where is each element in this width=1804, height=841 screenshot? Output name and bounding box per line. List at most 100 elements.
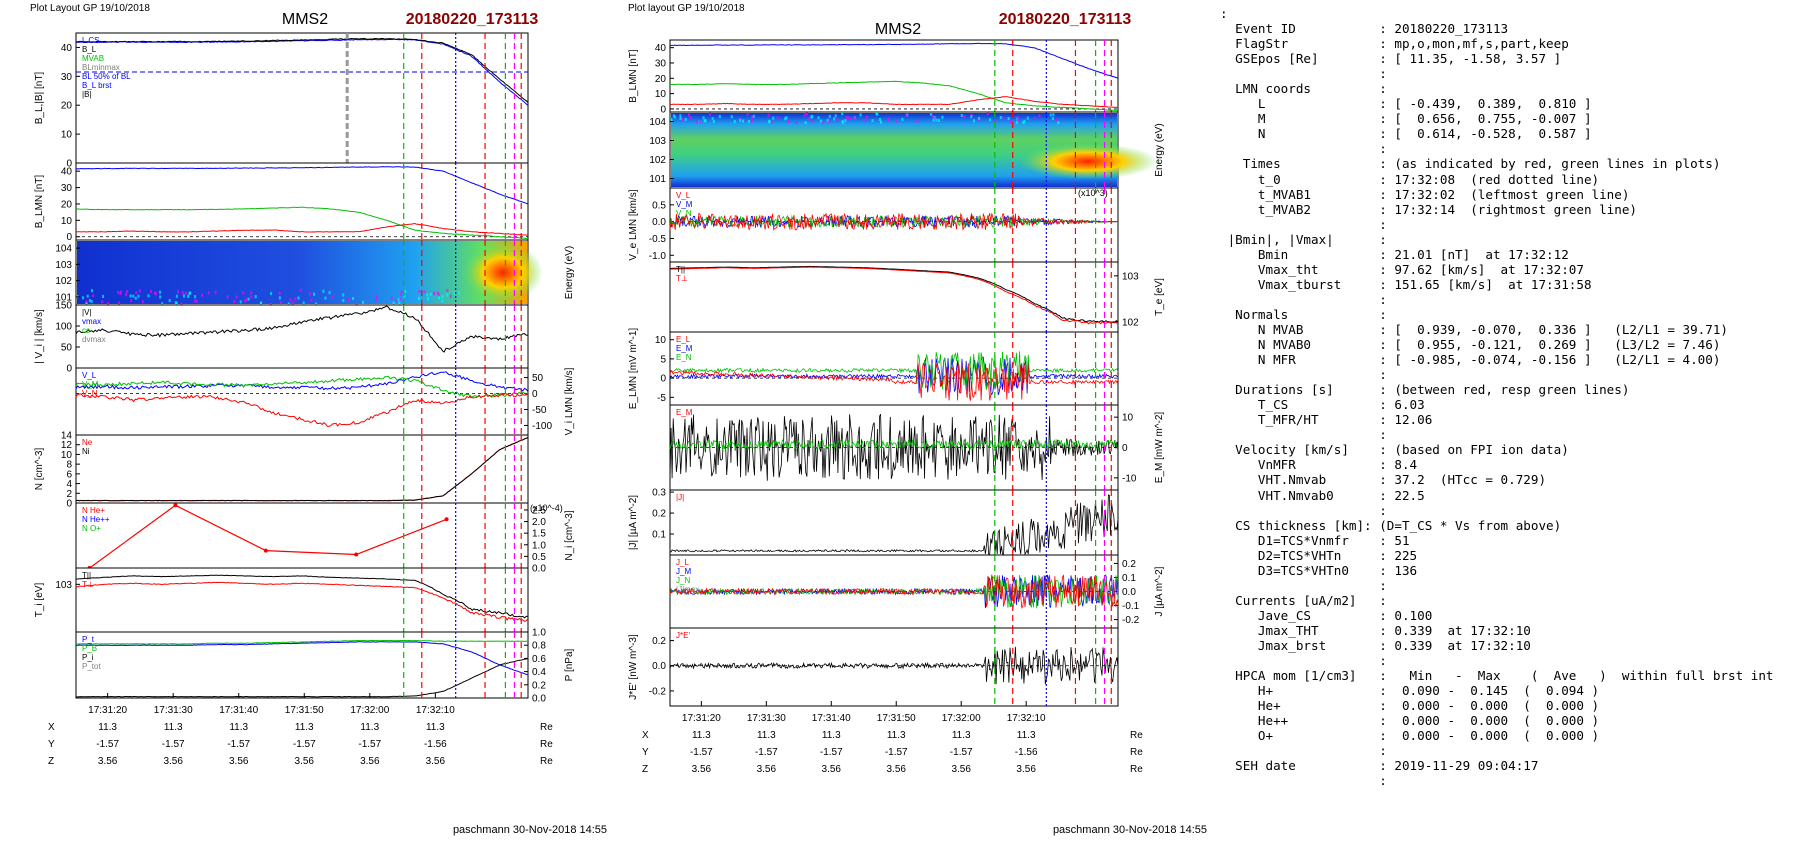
middle-pos-unit: Re <box>1130 747 1143 758</box>
middle-panel-2-speckle <box>702 116 705 120</box>
middle-panel-2-speckle <box>681 118 684 121</box>
middle-layout-label: Plot layout GP 19/10/2018 <box>628 3 745 14</box>
left-panel-7-marker <box>173 503 178 508</box>
left-panel-3-speckle <box>302 301 305 305</box>
left-panel-3-speckle <box>437 292 440 296</box>
left-panel-4-legend-item: dvmax <box>82 335 106 344</box>
middle-panel-2-speckle <box>876 112 879 116</box>
left-pos-unit: Re <box>540 739 553 750</box>
left-panel-3-speckle <box>324 296 327 300</box>
middle-pos-value: -1.57 <box>950 747 973 758</box>
left-panel-3-spectrogram <box>77 241 527 304</box>
middle-panel-2-speckle <box>785 116 788 120</box>
left-panel-3-speckle <box>155 292 158 296</box>
left-panel-6-legend-item: Ni <box>82 447 90 456</box>
middle-panel-5-trace-0 <box>669 356 1119 396</box>
left-panel-2-series-2 <box>75 222 529 236</box>
middle-pos-name: Y <box>642 747 649 758</box>
middle-panel-2-speckle <box>688 113 690 117</box>
left-panel-3-speckle <box>287 302 290 306</box>
middle-panel-2-speckle <box>751 115 753 119</box>
left-panel-6-legend-item: Ne <box>82 438 93 447</box>
left-panel-9-series-0 <box>75 641 529 676</box>
middle-panel-3-legend-item: V_L <box>676 191 691 200</box>
middle-panel-2-speckle <box>709 112 711 116</box>
middle-panel-2-speckle <box>828 114 831 118</box>
middle-panel-7-ytick-label: 0.3 <box>652 488 666 499</box>
left-panel-3-speckle <box>294 297 297 301</box>
left-panel-3-speckle <box>117 290 120 294</box>
left-panel-3-speckle <box>226 295 229 299</box>
middle-panel-6-ytick-label: 10 <box>1122 413 1134 424</box>
middle-panel-3-ytick-label: 0.0 <box>652 217 666 228</box>
left-panel-7-ytick-label: 2.5 <box>532 505 546 516</box>
left-panel-3-speckle <box>177 290 179 294</box>
left-panel-6-ytick-label: 12 <box>61 440 73 451</box>
left-panel-3-speckle <box>299 288 302 292</box>
left-panel-3-hot-region <box>463 242 543 303</box>
middle-pos-value: 3.56 <box>692 764 712 775</box>
middle-panel-2-speckle <box>730 115 733 119</box>
middle-panel-2-speckle <box>828 119 831 123</box>
middle-time-label: 17:32:00 <box>942 713 981 724</box>
left-panel-3-speckle <box>279 301 282 305</box>
left-panel-7-legend-item: N He++ <box>82 515 110 524</box>
left-panel-2-series-0 <box>75 166 529 205</box>
left-time-label: 17:31:40 <box>219 705 258 716</box>
left-panel-6-ytick-label: 0 <box>66 499 72 510</box>
middle-time-label: 17:31:20 <box>682 713 721 724</box>
middle-panel-5-legend-item: E_N <box>676 353 692 362</box>
middle-panel-2-speckle <box>674 115 677 119</box>
left-panel-3-speckle <box>397 298 400 302</box>
left-panel-3-speckle <box>375 294 378 298</box>
left-panel-1-ytick-label: 30 <box>61 72 73 83</box>
middle-panel-2-ytick-label: 104 <box>649 117 666 128</box>
left-panel-3-speckle <box>126 290 129 294</box>
left-pos-name: Z <box>48 756 54 767</box>
left-panel-8-legend-item: T⊥ <box>82 580 94 589</box>
middle-panel-2-speckle <box>879 118 881 122</box>
left-panel-5-ytick-label: 0 <box>532 389 538 400</box>
middle-panel-2-speckle <box>1010 119 1013 123</box>
left-panel-2-ytick-label: 0 <box>66 232 72 243</box>
left-panel-7-rlabel: N_i [cm^-3] <box>564 510 575 560</box>
left-panel-3-speckle <box>120 290 122 294</box>
left-panel-3 <box>75 239 543 306</box>
middle-pos-value: -1.57 <box>755 747 778 758</box>
middle-panel-8-legend-item: J_L <box>676 558 689 567</box>
left-panel-7-ytick-label: 1.5 <box>532 529 546 540</box>
left-panel-4-ylabel: | V_i | [km/s] <box>34 309 45 364</box>
middle-panel-5-trace-2 <box>669 362 1119 401</box>
left-panel-3-speckle <box>102 295 105 298</box>
left-panel-3-speckle <box>168 299 171 303</box>
middle-panel-2-hot-region <box>1018 143 1158 180</box>
left-panel-3-speckle <box>175 301 178 305</box>
left-panel-3-speckle <box>355 302 358 306</box>
middle-panel-2-speckle <box>1007 117 1010 120</box>
middle-panel-2-speckle <box>672 114 675 118</box>
left-panel-3-speckle <box>85 300 88 304</box>
middle-panel-5 <box>669 331 1119 406</box>
event-summary-text: : Event ID : 20180220_173113 FlagStr : m… <box>1220 6 1774 789</box>
middle-panel-9-ytick-label: -0.2 <box>649 686 667 697</box>
middle-panel-6-trace-1 <box>669 438 1119 451</box>
middle-panel-2-speckle <box>698 120 701 124</box>
middle-panel-4-legend-item: T⊥ <box>676 274 688 283</box>
left-pos-value: -1.56 <box>424 739 447 750</box>
middle-panel-2-speckle <box>844 119 847 123</box>
middle-panel-8-ytick-label: 0.1 <box>1122 573 1136 584</box>
middle-panel-2-ytick-label: 103 <box>649 136 666 147</box>
left-pos-unit: Re <box>540 756 553 767</box>
middle-pos-value: 3.56 <box>757 764 777 775</box>
left-panel-3-speckle <box>436 291 439 295</box>
left-panel-3-speckle <box>310 298 313 302</box>
left-panel-5-rlabel: V_i LMN [km/s] <box>564 367 575 435</box>
middle-panel-2-speckle <box>853 116 856 120</box>
middle-time-label: 17:32:10 <box>1007 713 1046 724</box>
left-panel-3-ytick-label: 103 <box>55 260 72 271</box>
left-panel-3-speckle <box>183 294 185 298</box>
middle-pos-value: 11.3 <box>692 730 711 741</box>
left-panel-3-speckle <box>315 302 318 306</box>
middle-panel-2-ytick-label: 102 <box>649 155 666 166</box>
middle-panel-2-speckle <box>834 114 837 118</box>
